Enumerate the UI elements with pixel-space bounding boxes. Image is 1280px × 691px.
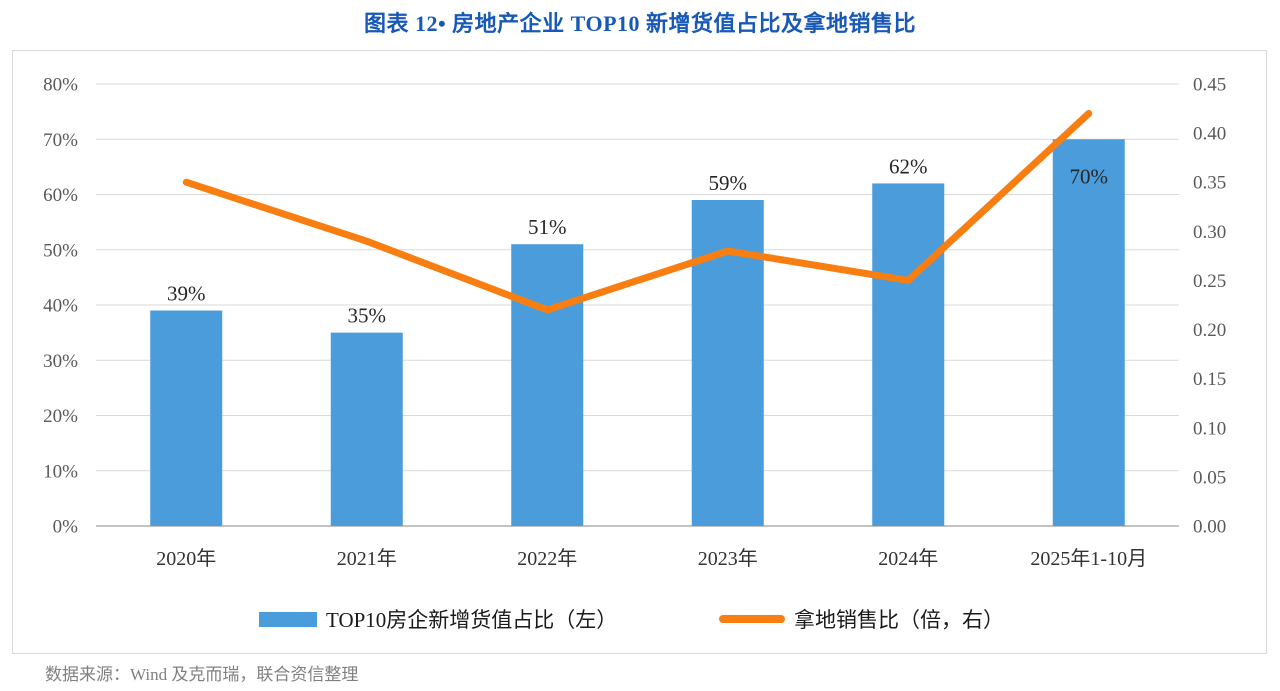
bar-value-label: 62%: [889, 154, 928, 178]
legend-line-label: 拿地销售比（倍，右）: [794, 608, 1004, 632]
category-label: 2022年: [517, 547, 577, 570]
left-axis-tick-label: 50%: [43, 240, 78, 261]
bar-value-label: 35%: [348, 304, 387, 328]
data-source-note: 数据来源：Wind 及克而瑞，联合资信整理: [45, 665, 359, 684]
left-axis-tick-label: 80%: [43, 75, 78, 96]
category-label: 2024年: [878, 547, 938, 570]
right-axis-tick-label: 0.40: [1193, 124, 1226, 145]
legend-item-line: 拿地销售比（倍，右）: [719, 607, 1004, 632]
left-axis-tick-label: 60%: [43, 185, 78, 206]
left-axis-tick-label: 0%: [53, 517, 79, 538]
bar-2024年: [872, 183, 945, 526]
right-axis-tick-label: 0.20: [1193, 320, 1226, 341]
bar-value-label: 51%: [528, 215, 567, 239]
right-axis-tick-label: 0.15: [1193, 369, 1226, 390]
right-axis-tick-label: 0.30: [1193, 222, 1226, 243]
category-label: 2025年1-10月: [1030, 547, 1147, 570]
bar-2025年1-10月: [1052, 139, 1125, 526]
left-axis-tick-label: 40%: [43, 296, 78, 317]
bar-2021年: [330, 332, 403, 526]
left-axis-tick-label: 20%: [43, 406, 78, 427]
left-axis-tick-label: 70%: [43, 130, 78, 151]
right-axis-tick-label: 0.05: [1193, 467, 1226, 488]
bar-value-label: 59%: [709, 171, 748, 195]
category-label: 2021年: [337, 547, 397, 570]
bar-2022年: [511, 244, 584, 526]
left-axis-tick-label: 30%: [43, 351, 78, 372]
line-series-swatch: [719, 615, 785, 623]
left-axis-tick-label: 10%: [43, 461, 78, 482]
legend-item-bar: TOP10房企新增货值占比（左）: [259, 607, 618, 632]
right-axis-tick-label: 0.25: [1193, 271, 1226, 292]
right-axis-tick-label: 0.00: [1193, 517, 1226, 538]
right-axis-tick-label: 0.35: [1193, 173, 1226, 194]
chart-plot-area: 0% 10% 20% 30% 40% 50% 60% 70% 80% 0.00 0.05 0.10 0.…: [43, 75, 1226, 571]
bar-2020年: [150, 310, 223, 526]
chart-frame: 0% 10% 20% 30% 40% 50% 60% 70% 80% 0.00 0.05 0.10 0.…: [12, 50, 1267, 654]
bar-value-label: 70%: [1070, 164, 1109, 188]
legend-bar-label: TOP10房企新增货值占比（左）: [326, 608, 618, 632]
trend-line: [182, 110, 1093, 314]
bar-value-label: 39%: [167, 282, 206, 306]
right-axis-tick-label: 0.45: [1193, 75, 1226, 96]
bar-series-swatch: [259, 611, 317, 627]
category-label: 2020年: [156, 547, 216, 570]
right-axis-tick-label: 0.10: [1193, 418, 1226, 439]
chart-title: 图表 12• 房地产企业 TOP10 新增货值占比及拿地销售比: [363, 11, 917, 36]
category-label: 2023年: [698, 547, 758, 570]
